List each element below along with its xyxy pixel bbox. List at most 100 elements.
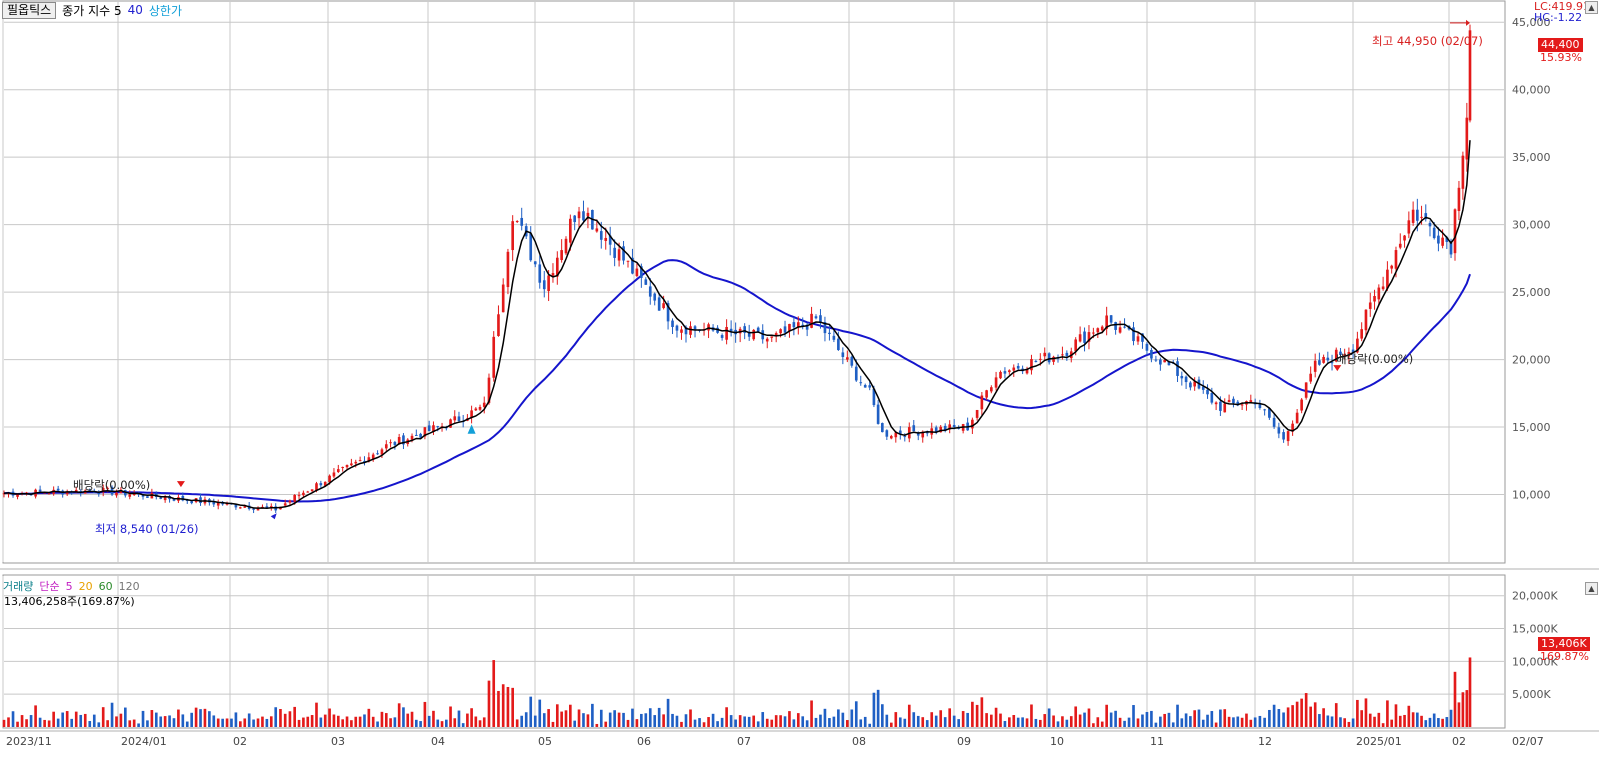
candle-body bbox=[199, 497, 202, 504]
volume-bar bbox=[1457, 702, 1461, 727]
volume-bar bbox=[221, 718, 224, 727]
volume-bar bbox=[729, 715, 733, 727]
volume-bar bbox=[971, 701, 974, 727]
volume-bar bbox=[1096, 717, 1100, 727]
volume-bar bbox=[1304, 693, 1308, 727]
volume-bar bbox=[414, 719, 418, 727]
x-tick-label: 02/07 bbox=[1512, 735, 1544, 748]
volume-bar bbox=[1145, 711, 1149, 727]
candle-body bbox=[1003, 371, 1007, 374]
volume-bar bbox=[1386, 700, 1389, 727]
volume-bar bbox=[752, 715, 756, 727]
candle-body bbox=[1386, 269, 1389, 289]
candle-body bbox=[788, 323, 791, 331]
volume-bar bbox=[445, 719, 448, 727]
candle-body bbox=[1420, 216, 1423, 218]
volume-bar bbox=[1411, 712, 1415, 727]
candle-body bbox=[1227, 399, 1231, 403]
volume-bar bbox=[1249, 719, 1253, 727]
volume-bar bbox=[1184, 713, 1188, 727]
candle-body bbox=[876, 404, 880, 424]
candle-body bbox=[252, 508, 255, 510]
volume-bar bbox=[1309, 706, 1312, 727]
stock-name-tab[interactable]: 필옵틱스 bbox=[2, 1, 57, 19]
candle-body bbox=[1123, 326, 1126, 328]
candle-body bbox=[1096, 328, 1100, 333]
candle-body bbox=[478, 406, 482, 410]
candle-body bbox=[1240, 404, 1244, 406]
x-tick-label: 2023/11 bbox=[6, 735, 52, 748]
candle-body bbox=[1364, 309, 1368, 331]
volume-ma-title: 단순 bbox=[39, 580, 60, 593]
candle-body bbox=[841, 352, 845, 357]
volume-bar bbox=[310, 715, 314, 727]
volume-bar bbox=[43, 719, 46, 727]
volume-bar bbox=[770, 719, 774, 727]
volume-bar bbox=[146, 720, 149, 727]
candle-body bbox=[212, 501, 216, 505]
candle-body bbox=[805, 324, 809, 330]
candle-body bbox=[1291, 423, 1294, 432]
volume-bar bbox=[1364, 698, 1368, 727]
volume-bar bbox=[555, 704, 559, 727]
volume-bar bbox=[671, 713, 674, 727]
volume-bar bbox=[124, 707, 127, 727]
volume-bar bbox=[1206, 714, 1209, 727]
volume-bar bbox=[1038, 719, 1042, 727]
volume-bar bbox=[1356, 699, 1359, 727]
candle-body bbox=[859, 382, 863, 384]
volume-bar bbox=[2, 719, 6, 727]
x-tick-label: 02 bbox=[1452, 735, 1466, 748]
candle-body bbox=[306, 491, 310, 493]
high-price-label: 최고 44,950 (02/07) bbox=[1372, 34, 1483, 48]
volume-bar bbox=[453, 718, 457, 727]
volume-bar bbox=[177, 709, 180, 727]
volume-bar bbox=[975, 704, 979, 727]
candle-body bbox=[341, 466, 344, 468]
volume-bar bbox=[288, 711, 292, 727]
candle-body bbox=[1145, 343, 1149, 351]
x-tick-label: 07 bbox=[737, 735, 751, 748]
candle-body bbox=[770, 336, 774, 338]
volume-bar bbox=[952, 715, 956, 727]
price-tick-label: 40,000 bbox=[1512, 84, 1551, 97]
candle-body bbox=[470, 410, 473, 418]
volume-bar bbox=[921, 717, 925, 727]
candle-body bbox=[97, 493, 101, 495]
candle-body bbox=[1043, 352, 1047, 357]
volume-bar bbox=[1210, 711, 1214, 727]
candle-body bbox=[898, 430, 902, 435]
volume-bar bbox=[551, 721, 555, 727]
candle-body bbox=[146, 496, 149, 498]
volume-bar bbox=[1227, 716, 1231, 727]
pane-collapse-button[interactable]: ▲ bbox=[1585, 582, 1598, 595]
volume-bar bbox=[828, 718, 831, 727]
volume-bar bbox=[1087, 708, 1091, 727]
volume-bar bbox=[792, 719, 796, 727]
volume-bar bbox=[1030, 704, 1033, 727]
candle-body bbox=[1377, 287, 1381, 300]
volume-bar bbox=[1167, 712, 1171, 727]
candle-body bbox=[801, 324, 805, 327]
candle-body bbox=[595, 228, 599, 232]
candle-body bbox=[1167, 361, 1171, 366]
candle-body bbox=[265, 506, 269, 508]
volume-bar bbox=[711, 713, 715, 727]
volume-bar bbox=[279, 709, 282, 727]
volume-bar bbox=[783, 716, 787, 727]
volume-bar bbox=[885, 714, 889, 727]
scroll-up-button[interactable]: ▲ bbox=[1585, 1, 1598, 14]
volume-bar bbox=[384, 713, 388, 727]
volume-bar bbox=[1180, 718, 1184, 727]
volume-bar bbox=[912, 712, 916, 727]
candle-body bbox=[1136, 336, 1140, 342]
volume-bar bbox=[774, 715, 778, 727]
candle-body bbox=[132, 493, 136, 496]
volume-bar bbox=[16, 721, 19, 727]
candle-body bbox=[1132, 327, 1135, 342]
volume-bar bbox=[293, 706, 296, 727]
volume-bar bbox=[1012, 715, 1016, 727]
candle-body bbox=[323, 481, 327, 486]
volume-bar bbox=[1339, 717, 1342, 727]
